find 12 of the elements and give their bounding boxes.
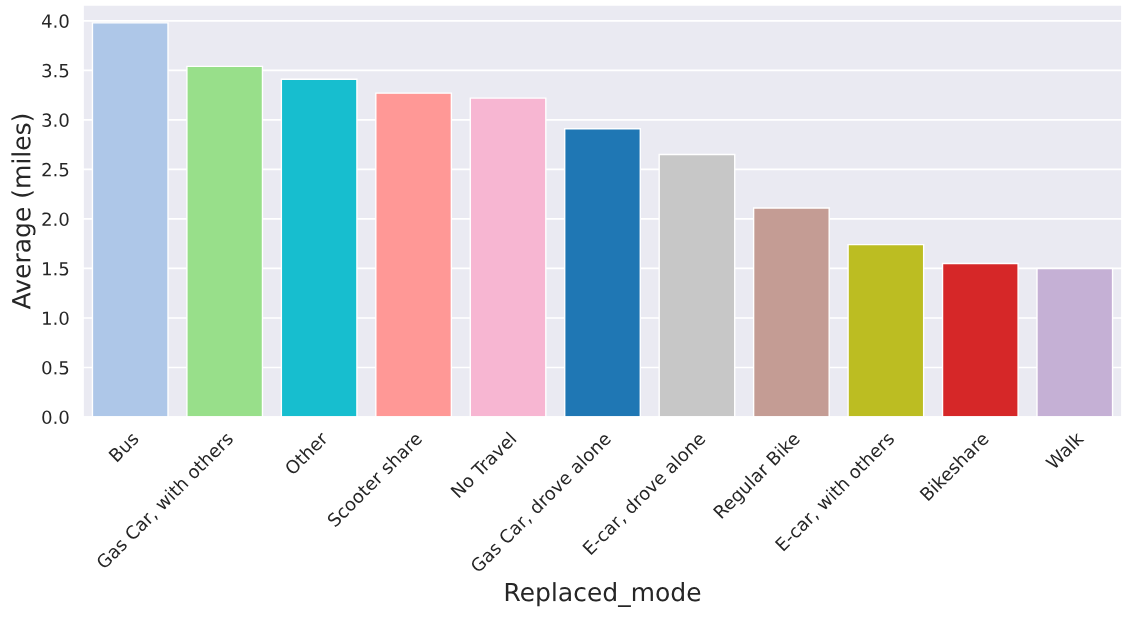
y-tick-label: 2.0: [42, 212, 69, 227]
x-axis-title: Replaced_mode: [505, 582, 701, 607]
y-tick-label: 0.0: [42, 410, 69, 425]
x-tick-label: Bus: [108, 431, 140, 463]
y-tick-label: 2.5: [42, 162, 69, 177]
y-tick-label: 4.0: [41, 14, 69, 28]
y-axis-title: Average (miles): [11, 114, 36, 310]
y-tick-label: 3.0: [42, 113, 69, 127]
y-tick-label: 0.5: [42, 360, 69, 375]
y-tick-label: 3.5: [42, 63, 69, 78]
y-tick-label: 1.0: [43, 311, 69, 326]
y-tick-label: 1.5: [43, 262, 69, 276]
